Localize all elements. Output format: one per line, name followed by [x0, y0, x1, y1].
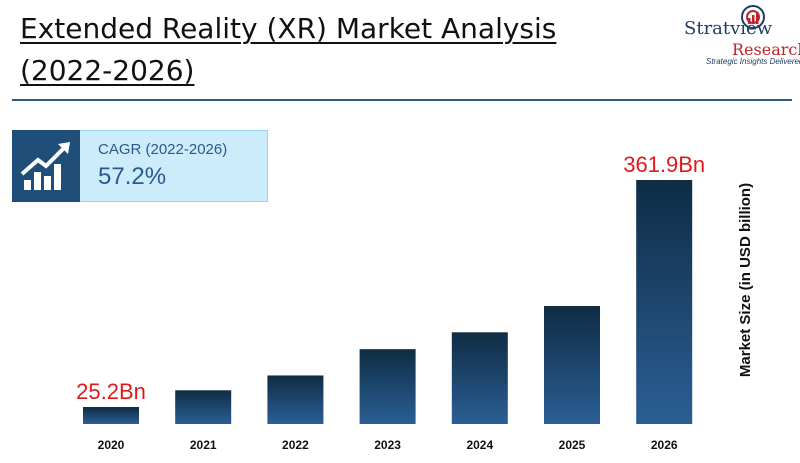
- x-tick-label: 2023: [374, 438, 401, 452]
- x-tick-label: 2026: [651, 438, 678, 452]
- logo-tagline: Strategic Insights Delivered: [706, 57, 800, 66]
- value-labels-group: 25.2Bn 361.9Bn: [76, 152, 705, 404]
- bar-2025: [544, 306, 600, 424]
- y-axis-label: Market Size (in USD billion): [737, 183, 754, 377]
- bar-2023: [359, 349, 416, 424]
- x-tick-label: 2021: [190, 438, 217, 452]
- x-tick-label: 2025: [559, 438, 586, 452]
- category-labels-group: 2020 2021 2022 2023 2024 2025 2026: [98, 438, 678, 452]
- stratview-logo: Stratview ® Research Strategic Insights …: [676, 4, 800, 68]
- page-title: Extended Reality (XR) Market Analysis (2…: [20, 8, 580, 92]
- data-label: 25.2Bn: [76, 379, 146, 404]
- x-tick-label: 2022: [282, 438, 309, 452]
- target-chart-icon: [741, 5, 765, 29]
- bar-2026: [636, 180, 693, 424]
- cagr-value: 57.2%: [98, 163, 167, 190]
- logo-name: Stratview: [684, 18, 773, 39]
- cagr-icon-tile: [12, 130, 80, 202]
- logo-sub: Research: [732, 40, 800, 59]
- bar-2020: [83, 407, 139, 424]
- bar-2022: [267, 375, 324, 424]
- growth-chart-arrow-icon: [20, 142, 70, 190]
- title-line-1: Extended Reality (XR) Market Analysis: [20, 12, 557, 45]
- data-label: 361.9Bn: [623, 152, 705, 177]
- bars-group: [83, 180, 693, 424]
- bar-2024: [451, 332, 508, 424]
- cagr-label: CAGR (2022-2026): [98, 141, 228, 158]
- bar-2021: [175, 390, 232, 424]
- x-tick-label: 2024: [466, 438, 493, 452]
- header-divider: [12, 99, 792, 101]
- title-line-2: (2022-2026): [20, 54, 195, 87]
- x-tick-label: 2020: [98, 438, 125, 452]
- bar-chart: 2020 2021 2022 2023 2024 2025 2026 25.2Bn 361.9…: [76, 152, 754, 452]
